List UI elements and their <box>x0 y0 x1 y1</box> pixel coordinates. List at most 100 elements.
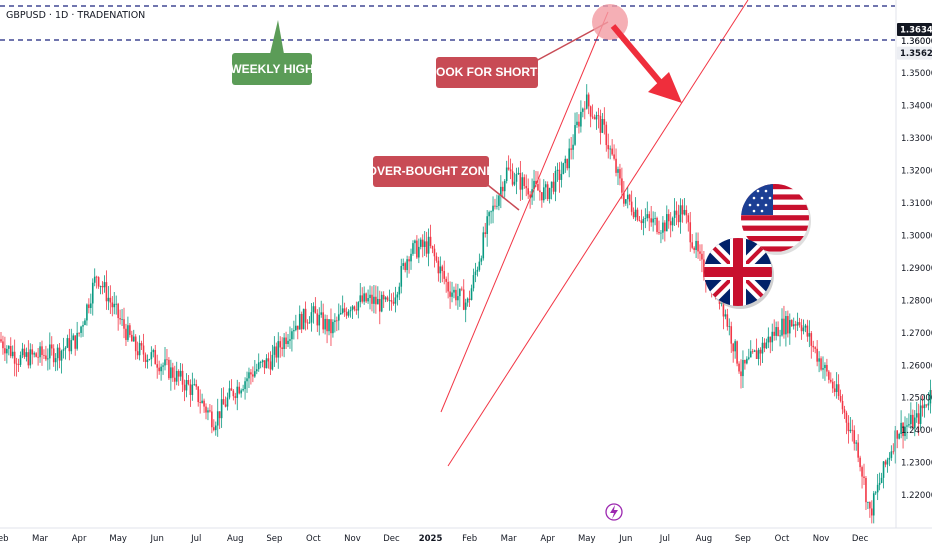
candle-body-87 <box>170 367 172 379</box>
candle-body-85 <box>166 359 168 361</box>
candle-body-151 <box>295 325 297 331</box>
time-tick-label: Nov <box>344 534 361 544</box>
candle-body-32 <box>62 349 65 351</box>
candle-body-305 <box>595 115 598 120</box>
candle-body-377 <box>736 341 738 364</box>
candle-body-279 <box>544 184 547 188</box>
candle-body-140 <box>273 346 276 355</box>
candle-body-54 <box>105 282 108 302</box>
candle-body-322 <box>628 194 631 202</box>
candle-body-291 <box>568 148 570 169</box>
candle-body-271 <box>529 194 531 198</box>
candle-body-106 <box>207 410 209 413</box>
candle-body-475 <box>927 403 930 406</box>
candle-body-433 <box>845 412 848 423</box>
time-tick-label: 2025 <box>419 534 443 544</box>
candle-body-130 <box>254 371 256 377</box>
candle-body-9 <box>17 364 20 366</box>
candle-body-8 <box>15 363 18 365</box>
candle-body-12 <box>23 348 26 357</box>
candle-body-357 <box>697 240 699 252</box>
candle-body-266 <box>519 172 522 190</box>
candle-body-303 <box>591 116 594 118</box>
candle-body-194 <box>378 298 381 312</box>
candle-body-183 <box>357 302 360 311</box>
candle-body-231 <box>451 292 453 297</box>
candle-body-397 <box>775 327 777 336</box>
candle-body-7 <box>13 351 16 364</box>
candle-body-225 <box>439 266 442 274</box>
candle-body-163 <box>318 314 321 326</box>
candle-body-128 <box>250 372 252 375</box>
candle-body-264 <box>515 174 518 182</box>
candle-body-222 <box>433 248 436 257</box>
candle-body-371 <box>724 314 727 317</box>
candle-body-33 <box>64 347 67 350</box>
candle-body-16 <box>31 349 34 355</box>
candle-body-135 <box>263 360 266 369</box>
candle-body-122 <box>238 386 241 394</box>
candle-body-120 <box>234 396 237 398</box>
candle-body-177 <box>345 312 348 316</box>
overbought-zone-callout[interactable]: OVER-BOUGHT ZONE <box>368 156 495 187</box>
candle-body-95 <box>185 380 188 391</box>
candle-body-352 <box>687 215 690 223</box>
candle-body-100 <box>195 384 198 387</box>
candle-body-248 <box>484 232 487 235</box>
candle-body-338 <box>660 232 662 234</box>
weekly-high-callout[interactable]: WEEKLY HIGH <box>230 20 314 85</box>
candle-body-452 <box>882 461 885 478</box>
candle-body-172 <box>336 320 338 322</box>
candle-body-277 <box>541 192 543 201</box>
candle-body-354 <box>691 242 693 248</box>
candle-body-26 <box>50 344 53 349</box>
candle-body-395 <box>771 331 774 343</box>
candle-body-141 <box>275 346 278 358</box>
candle-body-119 <box>232 390 235 397</box>
candle-body-204 <box>398 286 401 295</box>
candle-body-115 <box>224 404 227 407</box>
candle-body-471 <box>919 405 922 424</box>
candle-body-249 <box>486 216 488 235</box>
candle-body-310 <box>605 124 608 146</box>
price-tick-label: 1.31000 <box>901 199 932 209</box>
candle-body-201 <box>392 301 395 304</box>
candle-body-164 <box>320 312 323 315</box>
lightning-event-icon[interactable] <box>605 503 623 521</box>
candle-body-425 <box>830 379 832 382</box>
candle-body-416 <box>812 345 815 348</box>
candle-body-461 <box>900 422 902 434</box>
price-tick-label: 1.33000 <box>901 134 932 144</box>
candle-body-318 <box>621 178 623 193</box>
candle-body-280 <box>546 184 549 200</box>
candle-body-400 <box>781 318 783 336</box>
candle-body-171 <box>334 320 336 322</box>
channel-upper-line[interactable] <box>440 11 609 413</box>
time-tick-label: May <box>109 534 127 544</box>
candle-body-256 <box>500 186 502 196</box>
time-axis[interactable]: Feb Mar Apr May Jun Jul Aug Sep Oct Nov Dec 2025 Feb… <box>0 534 869 544</box>
candle-body-275 <box>537 184 539 191</box>
candle-body-165 <box>322 312 324 330</box>
candle-body-246 <box>480 258 483 262</box>
candle-body-92 <box>179 370 182 377</box>
candle-body-89 <box>173 377 176 382</box>
candle-body-238 <box>464 302 467 310</box>
candle-body-56 <box>109 297 112 303</box>
candle-body-233 <box>455 289 457 301</box>
look-for-shorts-callout[interactable]: LOOK FOR SHORTS <box>429 57 546 88</box>
candle-body-255 <box>498 195 500 206</box>
candle-body-252 <box>492 205 494 212</box>
candle-body-230 <box>449 291 451 297</box>
candle-body-251 <box>490 211 492 213</box>
candle-body-117 <box>228 388 231 398</box>
candle-body-339 <box>662 222 664 233</box>
candle-body-152 <box>296 325 299 330</box>
candle-body-174 <box>339 312 342 315</box>
candle-body-269 <box>525 185 528 189</box>
channel-lower-line[interactable] <box>447 0 749 467</box>
candle-body-239 <box>466 298 469 303</box>
price-axis[interactable]: 1.22000 1.23000 1.24000 1.25000 1.26000 1.270… <box>897 0 932 501</box>
candle-body-159 <box>310 312 313 323</box>
